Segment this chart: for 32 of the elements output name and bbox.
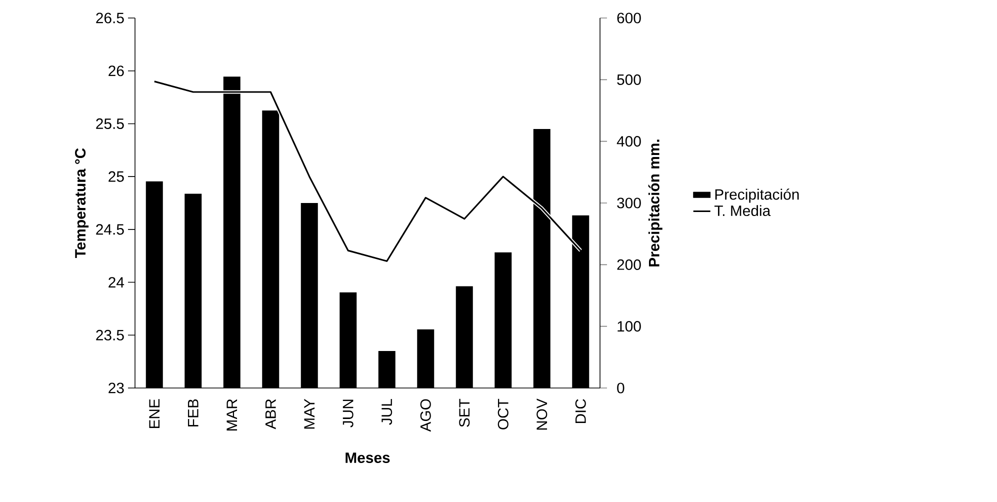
x-tick-label: FEB [188, 399, 198, 426]
y2-axis-title: Precipitación mm. [648, 140, 662, 266]
x-tick-label: ABR [265, 399, 276, 430]
y-tick-label: 26 [108, 66, 124, 76]
y2-tick-label: 600 [617, 12, 641, 24]
y-tick-label: 26.5 [96, 12, 124, 24]
y-tick-label: 25.5 [96, 118, 124, 129]
x-axis-title: Meses [346, 452, 390, 463]
x-tick-label: NOV [536, 398, 548, 430]
x-tick-label: JUL [382, 399, 392, 425]
y-tick-label: 23 [108, 382, 124, 394]
y-tick-label: 25 [108, 171, 124, 182]
x-tick-label: SET [459, 398, 470, 427]
y2-tick-label: 200 [617, 259, 641, 270]
y-tick-label: 24 [108, 277, 124, 288]
x-tick-label: DIC [575, 399, 586, 424]
x-tick-label: OCT [498, 398, 508, 430]
y2-tick-label: 400 [616, 136, 641, 147]
x-tick-label: JUN [342, 400, 354, 428]
y-tick-label: 23.5 [96, 330, 124, 340]
legend-label: T. Media [714, 205, 771, 216]
x-tick-label: MAY [304, 398, 315, 429]
x-tick-label: MAR [226, 399, 238, 431]
x-tick-label: AGO [420, 399, 431, 432]
y-axis-title: Temperatura °C [75, 148, 89, 258]
legend-label: Precipitación [715, 188, 799, 203]
y-tick-label: 24.5 [96, 224, 124, 235]
y2-tick-label: 300 [617, 198, 641, 208]
x-tick-label: ENE [149, 399, 160, 428]
y2-tick-label: 100 [618, 321, 641, 332]
y2-tick-label: 0 [617, 382, 624, 394]
y2-tick-label: 500 [617, 74, 641, 85]
